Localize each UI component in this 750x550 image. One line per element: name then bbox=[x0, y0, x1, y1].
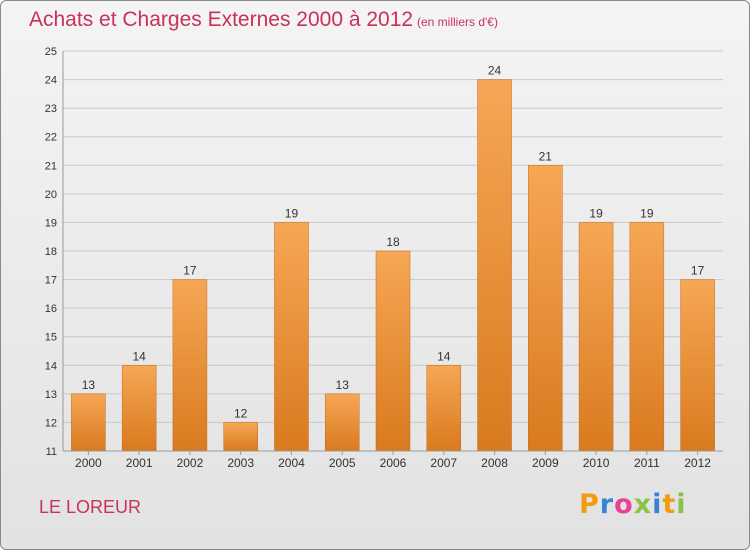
x-tick-label: 2003 bbox=[227, 456, 254, 470]
y-tick-label: 22 bbox=[45, 132, 57, 144]
bar bbox=[629, 222, 665, 452]
logo-letter: o bbox=[614, 489, 634, 520]
y-tick-label: 13 bbox=[45, 389, 57, 401]
x-tick-label: 2007 bbox=[430, 456, 457, 470]
bar-value-label: 21 bbox=[539, 149, 553, 163]
y-tick-label: 15 bbox=[45, 332, 57, 344]
axes: 11 12 13 14 15 16 17 18 19 20 21 22 23 24 25 2000 2001 20… bbox=[45, 46, 723, 470]
bar bbox=[375, 250, 411, 452]
x-tick-label: 2002 bbox=[177, 456, 204, 470]
x-tick-label: 2012 bbox=[684, 456, 711, 470]
y-tick-label: 24 bbox=[45, 75, 57, 87]
y-tick-label: 20 bbox=[45, 189, 57, 201]
bar bbox=[274, 222, 309, 452]
bar-value-label: 13 bbox=[82, 378, 96, 392]
bar-value-label: 18 bbox=[386, 235, 400, 249]
x-tick-label: 2010 bbox=[583, 456, 610, 470]
proxiti-logo[interactable]: Proxiti bbox=[579, 489, 687, 520]
y-tick-label: 14 bbox=[45, 360, 57, 372]
x-tick-label: 2005 bbox=[329, 456, 356, 470]
chart-title: Achats et Charges Externes 2000 à 2012 bbox=[29, 8, 414, 31]
logo-letter: i bbox=[676, 489, 687, 520]
y-tick-label: 16 bbox=[45, 303, 57, 315]
bar-value-label: 24 bbox=[488, 64, 502, 78]
bar bbox=[477, 79, 512, 452]
bar-value-label: 17 bbox=[691, 264, 705, 278]
bar-value-label: 13 bbox=[336, 378, 350, 392]
x-tick-label: 2000 bbox=[75, 456, 102, 470]
logo-letter: t bbox=[662, 489, 677, 520]
bar-value-label: 19 bbox=[640, 206, 654, 220]
y-tick-label: 23 bbox=[45, 103, 57, 115]
bar bbox=[223, 422, 258, 452]
bar-value-label: 12 bbox=[234, 406, 248, 420]
y-tick-label: 18 bbox=[45, 246, 57, 258]
bars: 13 14 17 12 19 13 18 14 24 21 19 19 17 bbox=[71, 64, 715, 452]
chart-subtitle: (en milliers d'€) bbox=[417, 15, 498, 29]
bar bbox=[680, 279, 715, 452]
x-tick-label: 2011 bbox=[634, 456, 660, 470]
bar-value-label: 14 bbox=[437, 349, 451, 363]
bar bbox=[426, 365, 462, 452]
bar bbox=[71, 393, 106, 452]
y-tick-label: 25 bbox=[45, 46, 57, 58]
bar-value-label: 17 bbox=[183, 264, 197, 278]
logo-letter: P bbox=[579, 489, 600, 520]
x-tick-label: 2001 bbox=[126, 456, 153, 470]
y-tick-label: 12 bbox=[45, 417, 57, 429]
bar bbox=[528, 165, 563, 452]
bar bbox=[121, 365, 157, 452]
logo-letter: i bbox=[652, 489, 663, 520]
y-tick-label: 21 bbox=[45, 160, 57, 172]
bar bbox=[578, 222, 614, 452]
bar bbox=[324, 393, 360, 452]
y-tick-label: 11 bbox=[46, 446, 57, 458]
bar-value-label: 14 bbox=[132, 349, 146, 363]
x-tick-label: 2004 bbox=[278, 456, 305, 470]
x-tick-label: 2009 bbox=[532, 456, 559, 470]
bar-value-label: 19 bbox=[589, 206, 603, 220]
x-tick-label: 2008 bbox=[481, 456, 508, 470]
y-tick-label: 19 bbox=[45, 217, 57, 229]
bar bbox=[172, 279, 208, 452]
x-tick-label: 2006 bbox=[380, 456, 407, 470]
logo-letter: x bbox=[633, 489, 653, 520]
y-tick-label: 17 bbox=[45, 275, 57, 287]
bar-value-label: 19 bbox=[285, 206, 299, 220]
logo-letter: r bbox=[599, 489, 615, 520]
commune-name: LE LOREUR bbox=[39, 497, 142, 517]
